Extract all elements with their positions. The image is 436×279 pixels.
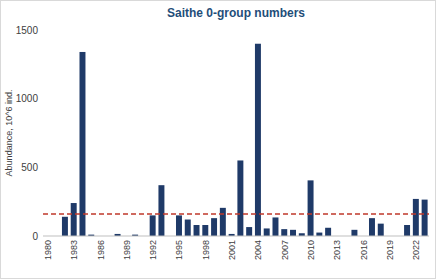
x-tick-label: 2007 (280, 240, 290, 260)
title: Saithe 0-group numbers (167, 6, 305, 20)
bar (150, 215, 156, 236)
x-tick-label: 1989 (122, 240, 132, 260)
x-tick-label: 2016 (359, 240, 369, 260)
bar (351, 230, 357, 236)
bar (220, 208, 226, 236)
x-tick-label: 1992 (148, 240, 158, 260)
x-tick-label: 2010 (306, 240, 316, 260)
y-tick (40, 98, 43, 99)
bar (413, 199, 419, 236)
bar (281, 229, 287, 236)
x-tick-label: 1983 (69, 240, 79, 260)
x-tick-label: 2013 (332, 240, 342, 260)
bar (202, 225, 208, 236)
y-tick (40, 167, 43, 168)
x-axis (43, 236, 429, 237)
bar (158, 185, 164, 236)
chart-wrap: Saithe 0-group numbers Abundance, 10^6 in… (0, 0, 436, 279)
x-tick-label: 1998 (201, 240, 211, 260)
bar (404, 225, 410, 236)
bar (325, 228, 331, 236)
bar (308, 180, 314, 236)
plot-area (43, 44, 429, 236)
bar (246, 227, 252, 236)
y-tick-label: 1500 (16, 25, 39, 36)
bar (272, 217, 278, 236)
bar (185, 220, 191, 236)
x-tick-label: 1986 (96, 240, 106, 260)
y-tick (40, 30, 43, 31)
chart: Saithe 0-group numbers Abundance, 10^6 in… (0, 0, 436, 279)
x-tick-label: 2019 (385, 240, 395, 260)
x-tick-label: 2022 (411, 240, 421, 260)
x-tick-label: 1995 (174, 240, 184, 260)
x-tick-label: 2001 (227, 240, 237, 260)
bar (422, 200, 428, 236)
y-tick-label: 0 (32, 231, 38, 242)
x-tick-label: 2004 (253, 240, 263, 260)
y-tick-label: 1000 (16, 93, 39, 104)
y-tick (40, 236, 43, 237)
bar (369, 218, 375, 236)
bar (71, 203, 77, 236)
bar (79, 52, 85, 236)
chart-frame (1, 1, 436, 279)
bar (176, 215, 182, 236)
y-axis-label: Abundance, 10^6 ind. (4, 90, 14, 177)
bar (290, 230, 296, 236)
y-tick-label: 500 (21, 162, 38, 173)
bar (264, 228, 270, 236)
bar (62, 217, 68, 236)
bar (211, 218, 217, 236)
bar (237, 160, 243, 236)
bar (255, 44, 261, 236)
reference-line (43, 213, 429, 215)
bar (316, 233, 322, 236)
x-tick-label: 1980 (43, 240, 53, 260)
bar (378, 224, 384, 236)
bar (194, 225, 200, 236)
